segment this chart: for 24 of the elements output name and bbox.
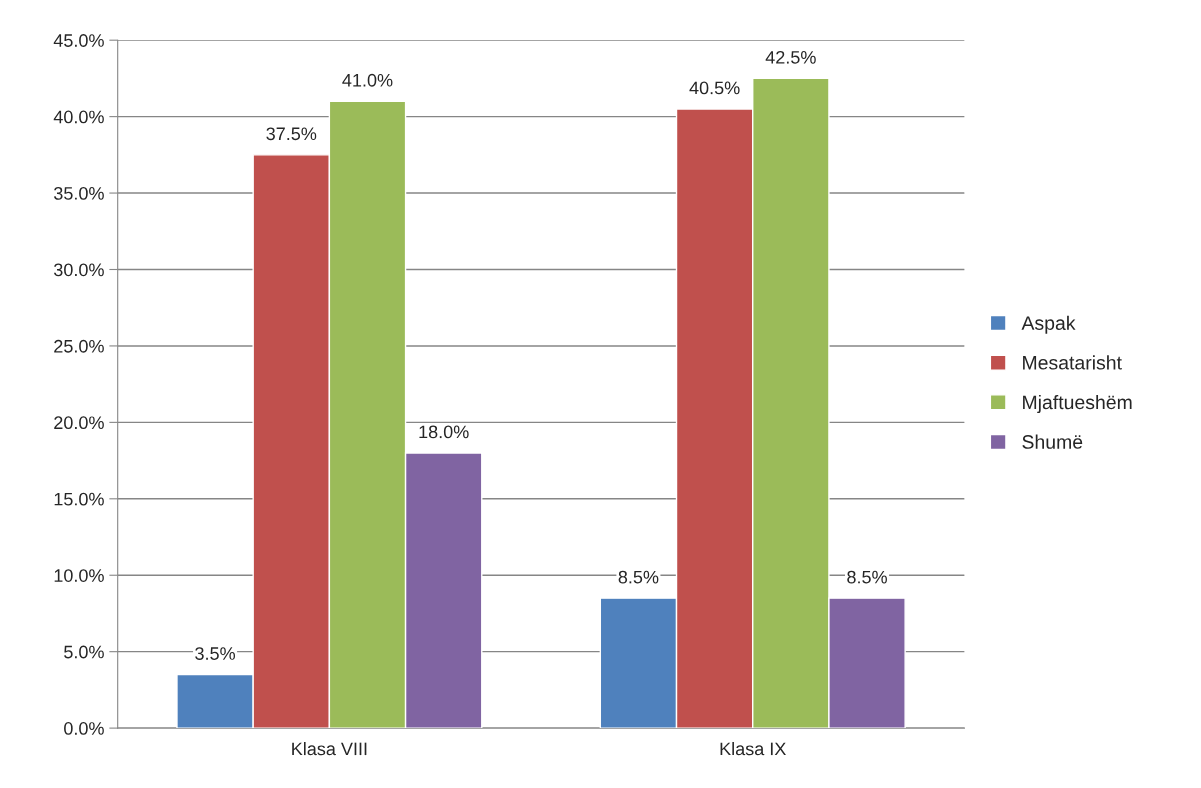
y-tick-label: 30.0% [54,263,104,277]
data-label: 37.5% [266,127,317,141]
y-tick-label: 10.0% [54,569,104,582]
data-label: 40.5% [689,81,740,95]
y-tick-label: 40.0% [53,110,104,124]
legend-label: Mesatarisht [1023,355,1122,370]
y-tick-label: 45.0% [53,34,104,47]
data-label: 41.0% [342,73,393,87]
y-tick-label: 15.0% [54,492,104,506]
data-label: 42.5% [765,50,816,64]
legend-label: Shumë [1022,434,1083,449]
x-tick-label: Klasa IX [720,742,786,756]
data-label: 8.5% [847,570,887,584]
data-label: 8.5% [618,570,659,584]
y-tick-label: 35.0% [54,186,104,200]
data-label: 18.0% [419,425,469,439]
y-tick-label: 5.0% [64,645,104,659]
legend-label: Mjaftueshëm [1023,394,1132,414]
y-tick-label: 25.0% [54,339,104,353]
legend-label: Aspak [1021,315,1076,334]
data-label: 3.5% [195,647,235,660]
y-tick-label: 0.0% [64,722,104,735]
y-tick-label: 20.0% [54,416,104,430]
x-tick-label: Klasa VIII [292,742,367,756]
